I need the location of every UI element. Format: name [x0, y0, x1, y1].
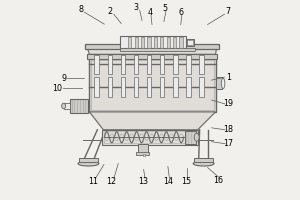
Text: 15: 15	[181, 177, 191, 186]
Text: 4: 4	[148, 8, 152, 17]
Text: 2: 2	[108, 7, 113, 16]
Bar	[187, 40, 193, 45]
Bar	[147, 55, 151, 74]
Bar	[147, 77, 151, 97]
Text: 17: 17	[224, 139, 233, 148]
Bar	[64, 103, 70, 109]
Text: 1: 1	[226, 73, 231, 82]
Text: 3: 3	[134, 3, 139, 12]
Bar	[120, 36, 186, 48]
Text: 9: 9	[61, 74, 66, 83]
Bar	[160, 55, 164, 74]
Bar	[147, 37, 151, 48]
Bar	[179, 37, 182, 48]
Bar	[143, 154, 145, 156]
Text: 11: 11	[88, 177, 98, 186]
Bar	[91, 60, 214, 110]
Bar	[89, 58, 215, 112]
Text: 12: 12	[106, 177, 116, 186]
Text: 8: 8	[79, 5, 84, 14]
Bar	[85, 44, 219, 49]
Text: 7: 7	[225, 7, 230, 16]
Bar	[70, 99, 88, 113]
Bar	[107, 55, 112, 74]
Bar	[79, 158, 98, 162]
Bar	[134, 55, 138, 74]
Bar	[160, 77, 164, 97]
Bar	[135, 37, 138, 48]
Text: 10: 10	[52, 84, 63, 93]
Ellipse shape	[61, 103, 66, 109]
Bar	[186, 55, 191, 74]
Bar	[138, 144, 148, 153]
Bar	[185, 131, 196, 144]
Bar	[154, 37, 157, 48]
Ellipse shape	[193, 161, 214, 166]
Bar	[94, 77, 99, 97]
Bar	[173, 55, 178, 74]
Polygon shape	[87, 48, 217, 54]
Bar	[121, 55, 125, 74]
Bar	[102, 130, 198, 145]
Bar	[136, 152, 149, 155]
Bar	[94, 55, 99, 74]
Text: 16: 16	[214, 176, 224, 185]
Bar	[87, 54, 217, 59]
Bar	[103, 131, 196, 143]
Bar	[107, 77, 112, 97]
Text: 14: 14	[163, 177, 173, 186]
Text: 19: 19	[224, 99, 233, 108]
Text: 6: 6	[178, 8, 183, 17]
Bar	[215, 77, 221, 89]
Bar	[200, 55, 204, 74]
Bar	[134, 77, 138, 97]
Bar	[194, 158, 213, 162]
Ellipse shape	[78, 161, 99, 166]
Bar	[120, 48, 195, 51]
Ellipse shape	[221, 78, 225, 89]
Bar	[200, 77, 204, 97]
Polygon shape	[89, 112, 215, 130]
Text: 18: 18	[224, 125, 233, 134]
Bar	[173, 77, 178, 97]
Bar	[186, 77, 191, 97]
Bar	[173, 37, 176, 48]
Bar	[141, 37, 144, 48]
Text: 13: 13	[138, 177, 148, 186]
Bar	[160, 37, 163, 48]
Bar	[167, 37, 170, 48]
Bar	[121, 77, 125, 97]
Ellipse shape	[194, 133, 199, 141]
Bar	[128, 37, 131, 48]
Text: 5: 5	[162, 4, 167, 13]
Bar	[187, 39, 194, 46]
